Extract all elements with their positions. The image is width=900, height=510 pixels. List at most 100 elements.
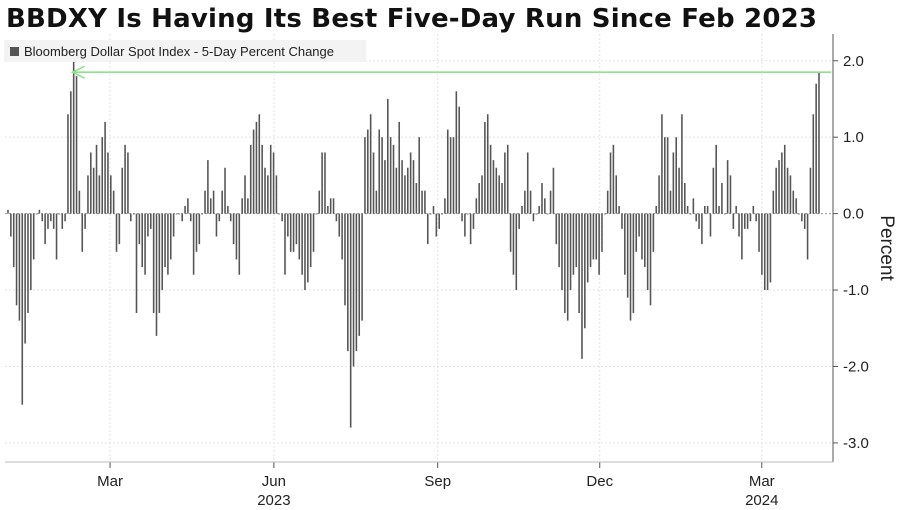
bar	[641, 213, 643, 260]
bar	[538, 205, 540, 214]
bar	[309, 213, 312, 268]
bar	[55, 213, 58, 260]
bar	[632, 213, 635, 313]
bar	[141, 213, 143, 268]
bar	[444, 198, 446, 214]
bar	[435, 213, 438, 237]
bar	[404, 175, 406, 214]
bar	[315, 213, 318, 215]
bar	[658, 175, 660, 214]
bar	[621, 213, 623, 229]
bar	[189, 213, 192, 222]
bar	[261, 144, 263, 214]
bar	[518, 213, 520, 229]
x-tick-label: Mar	[749, 473, 775, 490]
bar	[95, 144, 98, 214]
bar	[318, 190, 321, 214]
bar	[232, 213, 235, 245]
bar	[589, 213, 592, 268]
bar	[375, 190, 378, 214]
bar	[47, 213, 49, 229]
bar	[806, 213, 809, 260]
bar	[541, 183, 543, 214]
bar	[586, 213, 589, 283]
y-tick-label: 2.0	[843, 53, 864, 70]
bar	[92, 167, 95, 214]
bar	[227, 205, 229, 214]
y-tick-label: -3.0	[843, 435, 869, 452]
bar	[90, 152, 92, 214]
bar	[492, 160, 495, 214]
y-tick-label: -2.0	[843, 358, 869, 375]
bar	[358, 213, 361, 336]
bar	[635, 213, 638, 252]
bar	[229, 213, 232, 222]
bar	[564, 213, 566, 313]
bar	[715, 144, 717, 214]
bar	[535, 213, 538, 215]
bar	[452, 137, 455, 214]
bar	[561, 213, 563, 291]
bar	[198, 213, 201, 245]
bar	[486, 114, 489, 214]
bar	[475, 198, 478, 214]
bar	[481, 175, 483, 214]
bar	[763, 213, 766, 291]
bar	[469, 213, 472, 245]
bar	[686, 205, 689, 214]
bar	[664, 137, 666, 214]
bar	[598, 213, 600, 275]
bar	[424, 190, 426, 214]
bar	[298, 213, 301, 260]
bar	[407, 167, 409, 214]
bar	[489, 144, 492, 214]
bar	[267, 175, 269, 214]
bar	[506, 144, 509, 214]
bar	[352, 213, 355, 367]
bar	[121, 167, 124, 214]
bar	[384, 160, 386, 214]
bar	[204, 190, 206, 214]
bar	[703, 205, 706, 214]
bar	[572, 213, 575, 275]
bar	[58, 213, 61, 215]
bar	[44, 213, 46, 245]
bar	[721, 183, 723, 214]
bar	[718, 205, 720, 214]
bar	[18, 213, 21, 321]
bar	[15, 213, 18, 306]
bar	[269, 144, 272, 214]
bar	[304, 213, 306, 291]
bar	[207, 160, 209, 214]
bar	[415, 183, 418, 214]
bar	[624, 213, 626, 275]
bar	[209, 198, 212, 214]
bar	[115, 213, 118, 252]
bar	[275, 175, 278, 214]
bar	[112, 190, 115, 214]
bar	[289, 213, 292, 252]
bar	[778, 160, 780, 214]
bar	[27, 213, 29, 313]
bar	[287, 213, 289, 237]
bar	[164, 213, 166, 268]
bar	[30, 213, 32, 291]
bar	[258, 114, 261, 214]
bars	[7, 60, 820, 428]
bar	[212, 190, 215, 214]
legend-swatch	[10, 47, 19, 56]
bar	[107, 152, 109, 214]
bar	[221, 190, 223, 214]
bar	[775, 167, 777, 214]
bar	[569, 213, 572, 291]
bar	[661, 114, 663, 214]
bar	[786, 167, 789, 214]
bar	[218, 213, 221, 222]
annotation-arrow	[70, 65, 832, 79]
bar	[432, 205, 435, 214]
bar	[52, 213, 55, 229]
bar	[429, 213, 432, 215]
bar	[101, 137, 104, 214]
bar	[372, 152, 375, 214]
bar	[549, 190, 552, 214]
